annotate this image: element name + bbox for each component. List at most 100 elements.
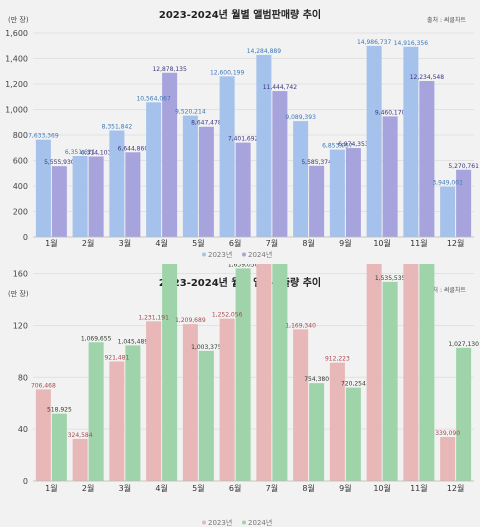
bar-2024 bbox=[88, 156, 104, 237]
data-label: 9,520,214 bbox=[175, 109, 206, 116]
bar-2023 bbox=[146, 321, 162, 481]
bar-2023 bbox=[109, 361, 125, 481]
data-label: 1,045,489 bbox=[118, 338, 149, 345]
bar-2023 bbox=[109, 130, 125, 237]
bar-2023 bbox=[219, 318, 235, 481]
x-tick-label: 5월 bbox=[192, 238, 204, 248]
bar-2024 bbox=[345, 387, 361, 481]
x-tick-label: 2월 bbox=[82, 238, 94, 248]
x-tick-label: 6월 bbox=[229, 483, 241, 493]
bar-2023 bbox=[256, 54, 272, 238]
x-tick-label: 11월 bbox=[410, 238, 428, 248]
data-label: 9,460,170 bbox=[375, 109, 406, 116]
bar-2024 bbox=[456, 347, 472, 481]
y-tick-label: 120 bbox=[13, 321, 28, 330]
bar-2023 bbox=[403, 46, 419, 237]
plot-area: 04080120160200240280320706,468518,9251월3… bbox=[13, 264, 479, 527]
data-label: 1,209,689 bbox=[175, 317, 206, 324]
bar-2023 bbox=[35, 139, 51, 237]
legend-label: 2024년 bbox=[248, 518, 272, 527]
data-label: 720,254 bbox=[341, 381, 366, 388]
bar-2024 bbox=[382, 281, 398, 481]
x-tick-label: 7월 bbox=[266, 483, 278, 493]
y-tick-label: 200 bbox=[13, 208, 28, 217]
data-label: 9,089,393 bbox=[285, 114, 316, 121]
legend-swatch bbox=[242, 520, 246, 525]
bar-2023 bbox=[440, 437, 456, 481]
bar-2024 bbox=[309, 165, 325, 237]
bar-2023 bbox=[72, 438, 88, 481]
data-label: 6,974,353 bbox=[338, 141, 369, 148]
x-tick-label: 12월 bbox=[447, 483, 465, 493]
data-label: 14,916,356 bbox=[394, 40, 429, 47]
data-label: 912,223 bbox=[325, 356, 350, 363]
data-label: 1,535,535 bbox=[375, 275, 406, 282]
bar-2023 bbox=[293, 121, 309, 237]
x-tick-label: 8월 bbox=[302, 238, 314, 248]
data-label: 921,481 bbox=[104, 354, 129, 361]
data-label: 324,584 bbox=[68, 432, 93, 439]
x-tick-label: 9월 bbox=[339, 238, 351, 248]
x-tick-label: 3월 bbox=[119, 238, 131, 248]
data-label: 14,284,889 bbox=[247, 48, 282, 55]
data-label: 1,003,375 bbox=[191, 344, 222, 351]
unit-label: (만 장) bbox=[8, 15, 29, 24]
bar-2024 bbox=[419, 81, 435, 237]
bar-2024 bbox=[235, 268, 251, 481]
legend: 2023년 2024년 bbox=[202, 250, 272, 259]
legend-label: 2023년 bbox=[208, 518, 232, 527]
bar-2023 bbox=[403, 264, 419, 481]
legend-swatch bbox=[202, 520, 206, 525]
y-tick-label: 80 bbox=[18, 373, 28, 382]
bar-2023 bbox=[293, 329, 309, 481]
data-label: 706,468 bbox=[31, 382, 56, 389]
y-tick-label: 160 bbox=[13, 270, 28, 279]
data-label: 8,351,842 bbox=[102, 124, 133, 131]
bar-2024 bbox=[345, 148, 361, 237]
bar-2024 bbox=[88, 342, 104, 481]
bar-2024 bbox=[198, 126, 214, 237]
x-tick-label: 8월 bbox=[302, 483, 314, 493]
y-tick-label: 800 bbox=[13, 131, 28, 140]
bar-2023 bbox=[182, 324, 198, 481]
y-tick-label: 1,400 bbox=[5, 55, 28, 64]
bar-2023 bbox=[182, 115, 198, 237]
bar-2024 bbox=[51, 413, 67, 481]
unit-label: (만 장) bbox=[8, 289, 29, 298]
bar-2023 bbox=[219, 76, 235, 237]
data-label: 12,234,548 bbox=[410, 74, 445, 81]
album-sales-svg: 2023-2024년 월별 앨범판매량 추이 출처 : 써클차트 0 200 400… bbox=[5, 8, 479, 259]
data-label: 5,270,761 bbox=[448, 163, 479, 170]
x-tick-label: 1월 bbox=[45, 238, 57, 248]
bar-2024 bbox=[309, 383, 325, 481]
bar-2023 bbox=[366, 45, 382, 238]
x-tick-label: 6월 bbox=[229, 238, 241, 248]
y-tick-label: 40 bbox=[18, 425, 28, 434]
data-label: 7,633,369 bbox=[28, 133, 59, 140]
bar-2024 bbox=[419, 264, 435, 481]
bar-2024 bbox=[382, 116, 398, 237]
bar-2023 bbox=[146, 102, 162, 238]
chart-source: 출처 : 써클차트 bbox=[427, 286, 466, 294]
y-tick-label: 1,600 bbox=[5, 29, 28, 38]
bar-2023 bbox=[72, 156, 88, 237]
bar-2024 bbox=[235, 142, 251, 237]
data-label: 6,314,103 bbox=[81, 149, 112, 156]
bar-2023 bbox=[366, 264, 382, 481]
bar-2023 bbox=[329, 362, 345, 481]
data-label: 5,555,930 bbox=[44, 159, 75, 166]
data-label: 12,878,135 bbox=[152, 66, 187, 73]
data-label: 14,986,737 bbox=[357, 39, 392, 46]
bar-2023 bbox=[440, 186, 456, 237]
data-label: 1,069,655 bbox=[81, 335, 112, 342]
data-label: 11,444,742 bbox=[263, 84, 298, 91]
data-label: 1,027,130 bbox=[448, 341, 479, 348]
data-label: 1,252,056 bbox=[212, 312, 243, 319]
bar-2023 bbox=[256, 264, 272, 481]
legend: 2023년 2024년 bbox=[202, 518, 272, 527]
bar-2024 bbox=[272, 91, 288, 238]
data-label: 6,644,860 bbox=[118, 145, 149, 152]
data-label: 754,380 bbox=[304, 376, 329, 383]
album-export-svg: 2023-2024년 월별 앨범수출량 추이 (만 장) 출처 : 써클차트 0… bbox=[8, 264, 479, 527]
y-tick-label: 600 bbox=[13, 157, 28, 166]
